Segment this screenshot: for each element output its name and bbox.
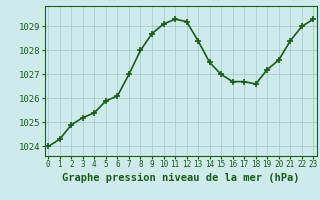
X-axis label: Graphe pression niveau de la mer (hPa): Graphe pression niveau de la mer (hPa) bbox=[62, 173, 300, 183]
